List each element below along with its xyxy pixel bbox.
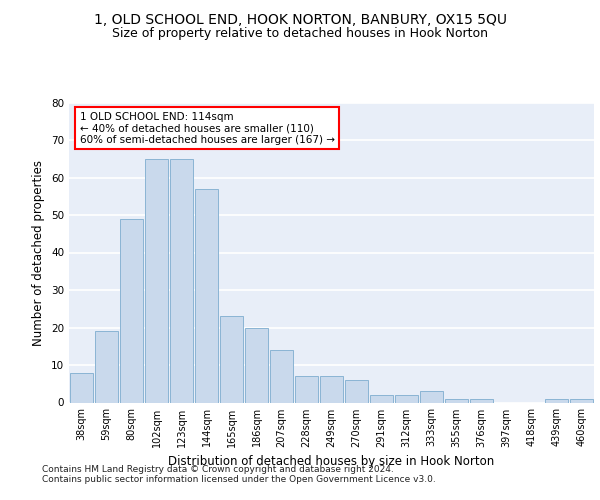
Bar <box>570 399 593 402</box>
Bar <box>395 395 418 402</box>
Text: 1, OLD SCHOOL END, HOOK NORTON, BANBURY, OX15 5QU: 1, OLD SCHOOL END, HOOK NORTON, BANBURY,… <box>94 12 506 26</box>
Bar <box>470 399 493 402</box>
X-axis label: Distribution of detached houses by size in Hook Norton: Distribution of detached houses by size … <box>169 455 494 468</box>
Bar <box>345 380 368 402</box>
Bar <box>545 399 568 402</box>
Bar <box>420 391 443 402</box>
Bar <box>320 376 343 402</box>
Bar <box>195 188 218 402</box>
Bar <box>120 219 143 402</box>
Text: 1 OLD SCHOOL END: 114sqm
← 40% of detached houses are smaller (110)
60% of semi-: 1 OLD SCHOOL END: 114sqm ← 40% of detach… <box>79 112 335 144</box>
Bar <box>170 159 193 402</box>
Y-axis label: Number of detached properties: Number of detached properties <box>32 160 46 346</box>
Bar <box>295 376 318 402</box>
Bar <box>145 159 168 402</box>
Bar <box>70 372 93 402</box>
Bar <box>220 316 243 402</box>
Bar <box>370 395 393 402</box>
Bar <box>245 328 268 402</box>
Text: Size of property relative to detached houses in Hook Norton: Size of property relative to detached ho… <box>112 28 488 40</box>
Bar <box>270 350 293 403</box>
Text: Contains HM Land Registry data © Crown copyright and database right 2024.
Contai: Contains HM Land Registry data © Crown c… <box>42 465 436 484</box>
Bar <box>95 331 118 402</box>
Bar <box>445 399 468 402</box>
